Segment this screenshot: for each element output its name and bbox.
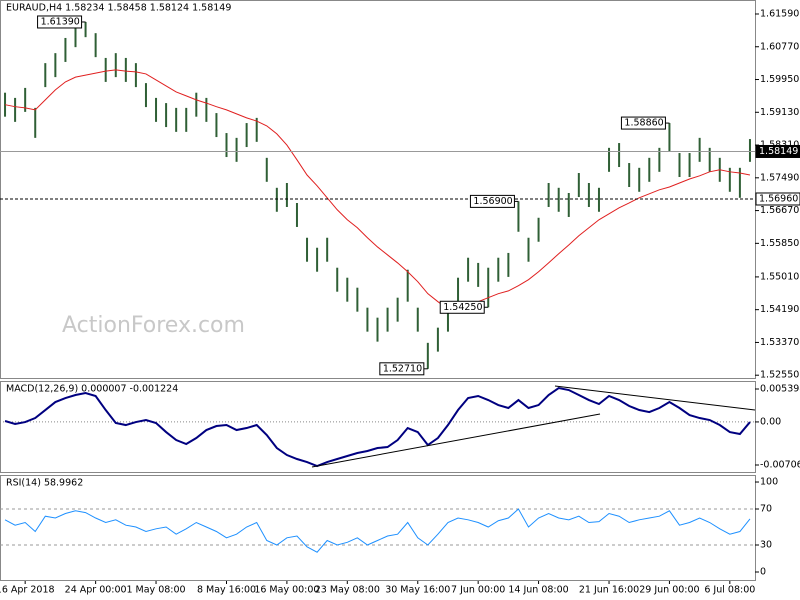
- moving-average: [4, 69, 751, 312]
- indicator-line: [4, 508, 751, 553]
- price-label: 1.58149: [759, 146, 798, 157]
- annotation-label: 1.54250: [443, 302, 482, 313]
- x-tick-label: 6 Jul 08:00: [704, 585, 755, 596]
- y-tick-label: -0.007064: [760, 460, 800, 471]
- x-tick-label: 8 May 16:00: [197, 585, 256, 596]
- panel-frame: [0, 381, 756, 473]
- y-tick-label: 0.005398: [760, 384, 800, 395]
- y-tick-label: 1.53370: [760, 337, 799, 348]
- annotation-box: [620, 116, 666, 130]
- trendline: [554, 385, 756, 411]
- price-label: 1.56960: [759, 193, 798, 204]
- annotation-label: 1.56900: [473, 196, 512, 207]
- annotation-box: [379, 362, 425, 376]
- y-tick-label: 1.59950: [760, 74, 799, 85]
- y-tick-label: 1.57490: [760, 172, 799, 183]
- y-tick-label: 1.55850: [760, 238, 799, 249]
- annotation-box: [439, 300, 485, 314]
- y-tick-label: 1.59130: [760, 107, 799, 118]
- annotation-box: [37, 15, 83, 29]
- y-tick-label: 0: [760, 566, 766, 577]
- trendline: [311, 413, 601, 468]
- x-tick-label: 14 Jun 08:00: [508, 585, 568, 596]
- annotation-label: 1.52710: [383, 363, 422, 374]
- panel-frame: [0, 475, 756, 581]
- y-tick-label: 1.55010: [760, 271, 799, 282]
- x-tick-label: 29 Jun 00:00: [639, 585, 699, 596]
- annotation-label: 1.61390: [41, 16, 80, 27]
- x-tick-label: 21 Jun 16:00: [579, 585, 639, 596]
- x-tick-label: 7 Jun 00:00: [451, 585, 505, 596]
- y-tick-label: 100: [760, 477, 778, 488]
- trendlines: [311, 385, 756, 468]
- x-tick-label: 1 May 08:00: [126, 585, 185, 596]
- x-tick-label: 16 May 00:00: [254, 585, 319, 596]
- y-tick-label: 0.00: [760, 416, 781, 427]
- panel-title: EURAUD,H4 1.58234 1.58458 1.58124 1.5814…: [6, 3, 231, 14]
- y-tick-label: 70: [760, 504, 772, 515]
- y-tick-label: 1.56670: [760, 205, 799, 216]
- price-label-box: [755, 192, 800, 206]
- x-tick-label: 24 Apr 00:00: [65, 585, 127, 596]
- watermark: ActionForex.com: [62, 313, 245, 338]
- indicator-line: [4, 386, 751, 468]
- y-tick-label: 1.54190: [760, 304, 799, 315]
- panel-frame: [0, 0, 756, 379]
- annotation-box: [469, 194, 515, 208]
- y-tick-label: 1.52550: [760, 370, 799, 381]
- price-label-box: [755, 144, 800, 158]
- y-tick-label: 1.60770: [760, 41, 799, 52]
- annotation-label: 1.58860: [624, 118, 663, 129]
- y-tick-label: 30: [760, 540, 772, 551]
- panel-title: RSI(14) 58.9962: [6, 478, 83, 489]
- x-tick-label: 23 May 08:00: [315, 585, 380, 596]
- y-tick-label: 1.61590: [760, 8, 799, 19]
- panel-title: MACD(12,26,9) 0.000007 -0.001224: [6, 384, 178, 395]
- x-tick-label: 30 May 16:00: [385, 585, 450, 596]
- x-tick-label: 16 Apr 2018: [0, 585, 55, 596]
